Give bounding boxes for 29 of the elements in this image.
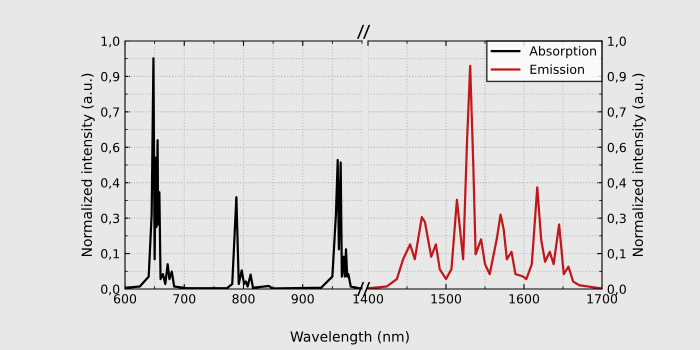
y2-tick-label: 0,3 — [608, 214, 626, 224]
y-tick-label: 0,0 — [101, 284, 120, 296]
y-tick-label: 0,4 — [101, 178, 120, 189]
y2-axis-title: Normalized intensity (a.u.) — [632, 74, 646, 256]
y2-tick-label: 0,6 — [608, 142, 626, 154]
y-tick-label: 0,1 — [101, 249, 119, 260]
y-tick-label: 0,3 — [101, 214, 120, 224]
y2-tick-label: 1,0 — [608, 36, 626, 48]
x-tick-label: 1600 — [509, 294, 540, 304]
y-tick-label: 1,0 — [102, 36, 120, 48]
y2-tick-label: 0,4 — [608, 178, 626, 189]
x-tick-label: 800 — [232, 294, 255, 304]
x-tick-label: 700 — [173, 294, 196, 304]
legend-label: Emission — [530, 64, 584, 74]
y2-tick-label: 0,7 — [608, 107, 626, 118]
legend-label: Absorption — [529, 46, 596, 58]
x-axis-title: Wavelength (nm) — [290, 331, 409, 344]
y-tick-label: 0,9 — [101, 72, 120, 83]
y-axis-title: Normalized intensity (a.u.) — [81, 74, 95, 256]
x-tick-label: 600 — [114, 294, 136, 304]
x-tick-label: 1700 — [587, 294, 618, 304]
y2-tick-label: 0,1 — [608, 249, 626, 260]
y-tick-label: 0,6 — [101, 142, 120, 154]
y-tick-label: 0,7 — [101, 107, 120, 118]
x-tick-label: 900 — [292, 294, 314, 304]
x-tick-label: 1400 — [353, 294, 384, 304]
y2-tick-label: 0,9 — [608, 72, 626, 83]
x-tick-label: 1500 — [431, 294, 462, 304]
y2-tick-label: 0,0 — [608, 284, 626, 296]
